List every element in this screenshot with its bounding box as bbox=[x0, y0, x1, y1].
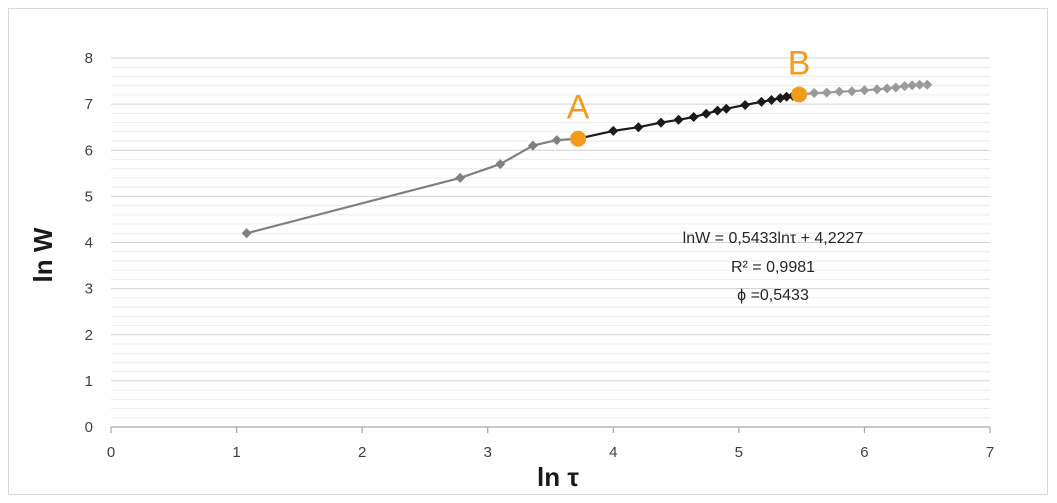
y-tick-label: 8 bbox=[85, 50, 93, 67]
data-point bbox=[922, 79, 933, 90]
data-point bbox=[527, 140, 538, 151]
x-tick-label: 4 bbox=[609, 444, 617, 461]
data-point bbox=[914, 79, 925, 90]
data-point bbox=[766, 94, 777, 105]
y-tick-label: 1 bbox=[85, 373, 93, 390]
data-point bbox=[721, 103, 732, 114]
trendline-equation: lnW = 0,5433lnτ + 4,2227 bbox=[683, 230, 864, 247]
gridlines bbox=[111, 57, 990, 419]
data-point bbox=[756, 96, 767, 107]
data-point bbox=[712, 105, 723, 116]
data-point bbox=[899, 81, 910, 92]
highlight-label: A bbox=[567, 89, 590, 127]
data-point bbox=[455, 172, 466, 183]
x-tick-label: 0 bbox=[107, 444, 115, 461]
highlight-marker bbox=[791, 86, 808, 103]
data-point bbox=[781, 91, 792, 102]
series-line bbox=[246, 137, 579, 235]
y-tick-label: 6 bbox=[85, 142, 93, 159]
y-tick-labels: 0 1 2 3 4 5 6 7 8 bbox=[85, 50, 93, 436]
highlight-marker bbox=[570, 130, 587, 147]
data-point bbox=[821, 87, 832, 98]
phi-label: ϕ =0,5433 bbox=[737, 287, 809, 304]
data-point bbox=[882, 83, 893, 94]
data-point bbox=[688, 112, 699, 123]
x-axis-label: ln τ bbox=[537, 462, 579, 492]
data-point bbox=[859, 85, 870, 96]
data-point bbox=[890, 82, 901, 93]
data-point bbox=[809, 88, 820, 99]
data-point bbox=[871, 84, 882, 95]
highlight-label: B bbox=[788, 44, 811, 82]
data-point bbox=[551, 135, 562, 146]
y-tick-label: 3 bbox=[85, 281, 93, 298]
x-tick-label: 3 bbox=[484, 444, 492, 461]
y-tick-label: 5 bbox=[85, 188, 93, 205]
series-group bbox=[241, 79, 933, 239]
x-tick-label: 5 bbox=[735, 444, 743, 461]
data-point bbox=[701, 108, 712, 119]
x-tick-label: 7 bbox=[986, 444, 994, 461]
y-axis-label: ln W bbox=[28, 227, 58, 282]
x-tick-label: 6 bbox=[860, 444, 868, 461]
highlight-points: AB bbox=[567, 44, 811, 147]
y-tick-label: 4 bbox=[85, 235, 93, 252]
data-point bbox=[656, 117, 667, 128]
data-point bbox=[633, 122, 644, 133]
data-point bbox=[241, 228, 252, 239]
y-tick-label: 2 bbox=[85, 327, 93, 344]
x-tick-label: 2 bbox=[358, 444, 366, 461]
y-tick-label: 0 bbox=[85, 419, 93, 436]
data-point bbox=[846, 86, 857, 97]
y-tick-label: 7 bbox=[85, 96, 93, 113]
r-squared-label: R² = 0,9981 bbox=[731, 259, 815, 276]
axes bbox=[110, 426, 991, 433]
data-point bbox=[608, 125, 619, 136]
data-point bbox=[834, 86, 845, 97]
x-tick-labels: 0 1 2 3 4 5 6 7 bbox=[107, 444, 994, 461]
data-point bbox=[740, 100, 751, 111]
data-point bbox=[907, 80, 918, 91]
x-tick-label: 1 bbox=[232, 444, 240, 461]
data-point bbox=[495, 159, 506, 170]
data-point bbox=[673, 114, 684, 125]
